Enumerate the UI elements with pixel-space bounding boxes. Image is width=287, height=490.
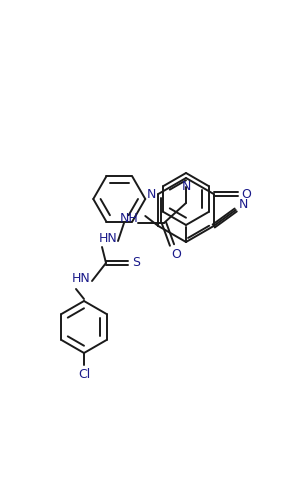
Text: Cl: Cl	[78, 368, 90, 382]
Text: NH: NH	[120, 213, 138, 225]
Text: S: S	[132, 256, 140, 270]
Text: O: O	[171, 248, 181, 262]
Text: HN: HN	[72, 272, 90, 286]
Text: O: O	[241, 188, 251, 200]
Text: HN: HN	[99, 232, 117, 245]
Text: N: N	[181, 180, 191, 194]
Text: N: N	[147, 188, 156, 200]
Text: N: N	[239, 198, 249, 212]
